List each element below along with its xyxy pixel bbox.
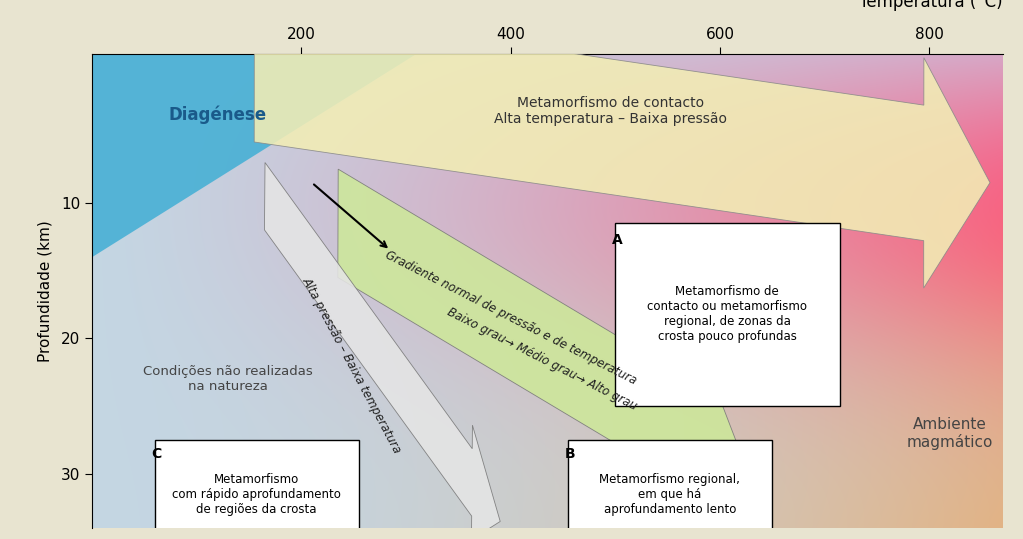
Text: Metamorfismo de contacto
Alta temperatura – Baixa pressão: Metamorfismo de contacto Alta temperatur…: [493, 96, 726, 126]
FancyBboxPatch shape: [568, 440, 772, 539]
Polygon shape: [338, 169, 746, 535]
Y-axis label: Profundidade (km): Profundidade (km): [38, 220, 52, 362]
Text: Metamorfismo regional,
em que há
aprofundamento lento: Metamorfismo regional, em que há aprofun…: [599, 473, 741, 516]
Text: Baixo grau→ Médio grau→ Alto grau: Baixo grau→ Médio grau→ Alto grau: [445, 305, 639, 412]
Polygon shape: [265, 162, 500, 539]
Text: Metamorfismo
com rápido aprofundamento
de regiões da crosta: Metamorfismo com rápido aprofundamento d…: [172, 473, 341, 516]
Text: Condições não realizadas
na natureza: Condições não realizadas na natureza: [143, 365, 313, 393]
Text: A: A: [612, 233, 623, 247]
Text: Metamorfismo de
contacto ou metamorfismo
regional, de zonas da
crosta pouco prof: Metamorfismo de contacto ou metamorfismo…: [648, 285, 807, 343]
Text: Diagénese: Diagénese: [169, 106, 267, 124]
Text: C: C: [151, 447, 162, 461]
Polygon shape: [92, 54, 416, 257]
Text: Gradiente normal de pressão e de temperatura: Gradiente normal de pressão e de tempera…: [383, 248, 638, 388]
Text: B: B: [565, 447, 576, 461]
Text: Alta pressão – Baixa temperatura: Alta pressão – Baixa temperatura: [300, 275, 404, 456]
Text: Temperatura (°C): Temperatura (°C): [859, 0, 1003, 11]
Polygon shape: [255, 6, 990, 288]
FancyBboxPatch shape: [154, 440, 359, 539]
Text: Ambiente
magmático: Ambiente magmático: [907, 417, 993, 450]
FancyBboxPatch shape: [615, 223, 840, 406]
